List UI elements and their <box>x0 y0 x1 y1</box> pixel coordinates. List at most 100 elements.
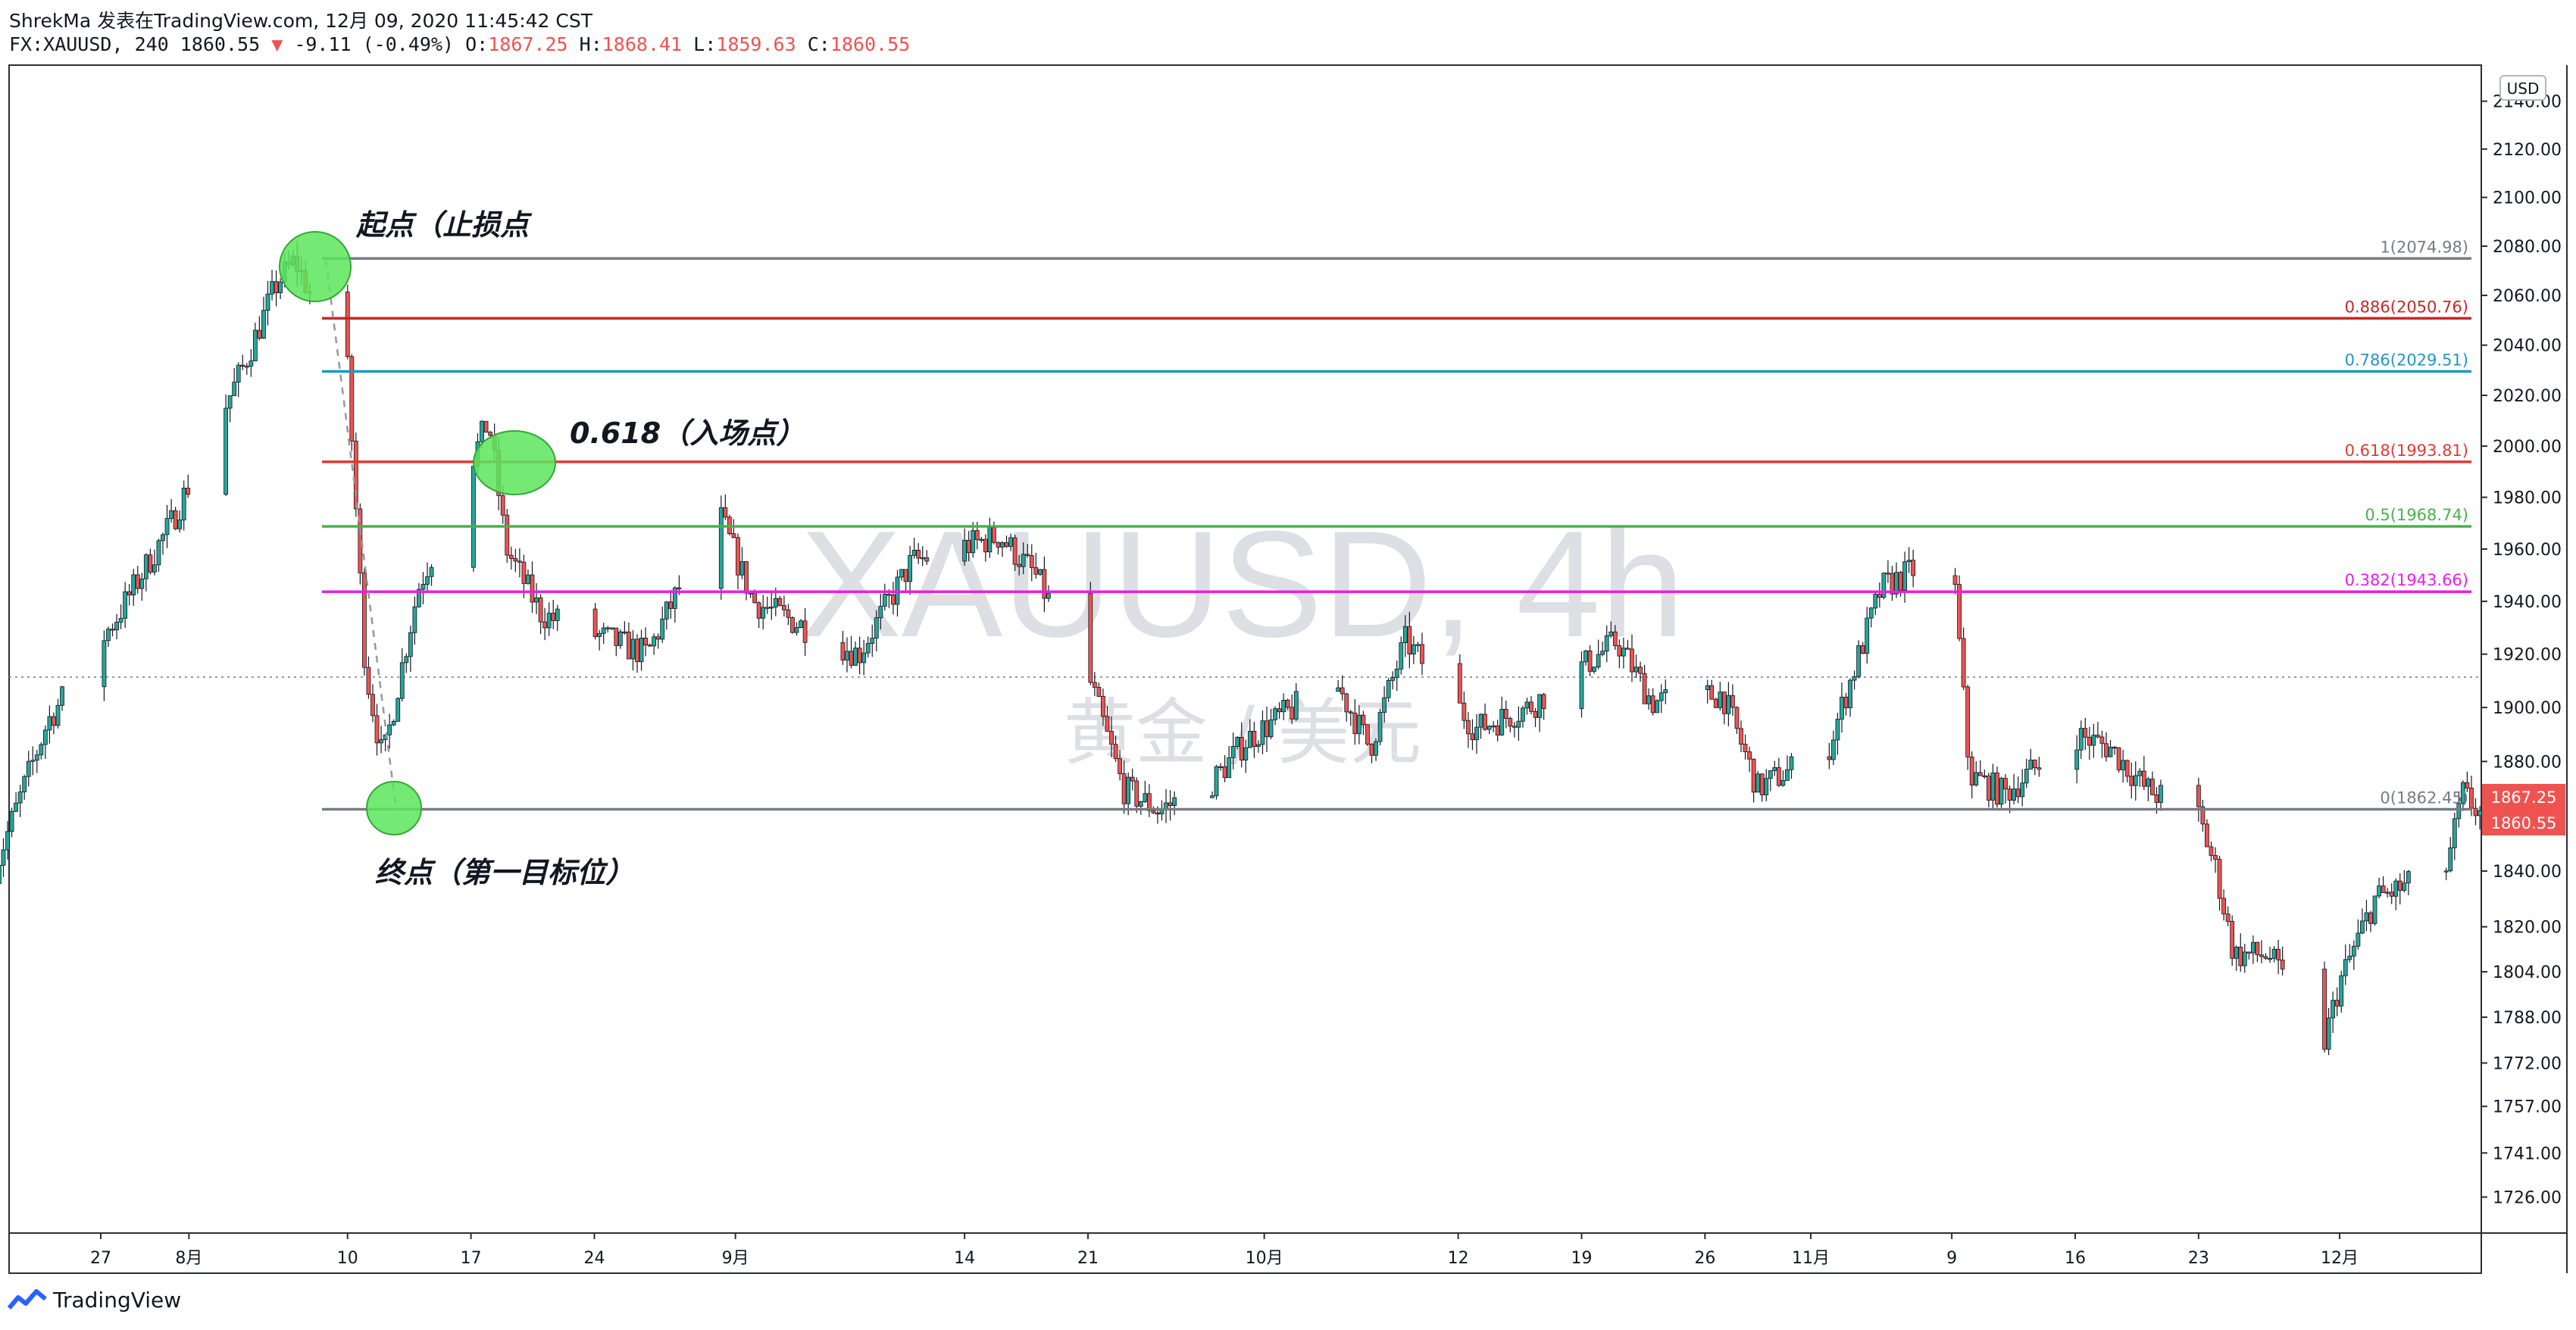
candle <box>2406 869 2411 895</box>
candle <box>1743 734 1748 760</box>
price-tick-label: 2060.00 <box>2493 287 2562 306</box>
candle <box>2024 758 2029 788</box>
annotation-text: 起点（止损点 <box>355 208 533 242</box>
candle <box>1638 661 1643 682</box>
candle <box>1121 760 1127 814</box>
candle <box>799 619 803 629</box>
candle <box>920 546 925 567</box>
candle <box>601 623 606 645</box>
candle <box>244 363 249 375</box>
candle <box>1587 645 1593 676</box>
candle <box>2112 746 2117 755</box>
candle <box>1365 724 1370 746</box>
candle <box>17 785 23 817</box>
candle <box>2003 773 2008 804</box>
candle <box>1382 686 1387 723</box>
candle <box>2159 779 2163 811</box>
author-line-text: ShrekMa 发表在TradingView.com, 12月 09, 2020… <box>9 10 592 32</box>
candle <box>148 548 153 575</box>
price-axis[interactable]: 2140.002120.002100.002080.002060.002040.… <box>2481 93 2562 1208</box>
price-tick-label: 1772.00 <box>2493 1054 2562 1073</box>
candle <box>911 537 917 559</box>
candle <box>1495 720 1500 741</box>
candle <box>865 636 871 658</box>
candle <box>731 519 736 539</box>
candle <box>1029 544 1034 582</box>
candle <box>2146 776 2151 801</box>
candle <box>1621 638 1626 669</box>
candle <box>60 685 64 711</box>
footer-brand[interactable]: TradingView <box>8 1288 181 1313</box>
candle <box>622 621 627 635</box>
candle <box>617 629 623 649</box>
candle <box>1827 743 1832 770</box>
candle <box>240 354 245 370</box>
price-tick-label: 1840.00 <box>2493 863 2562 882</box>
candle <box>123 582 128 629</box>
candle <box>2280 946 2285 976</box>
candle <box>2083 717 2088 751</box>
candle <box>1105 706 1110 732</box>
candle <box>1344 692 1349 722</box>
candle <box>777 595 783 607</box>
candle <box>164 504 170 548</box>
candle <box>2268 946 2272 963</box>
candle <box>1734 706 1740 735</box>
candle <box>1478 713 1483 739</box>
candle <box>30 746 36 776</box>
candle <box>761 595 766 629</box>
candle <box>1583 650 1588 666</box>
candle <box>152 549 157 576</box>
close-value: 1860.55 <box>830 33 911 55</box>
candle <box>2343 944 2348 985</box>
candle <box>551 599 556 629</box>
candle <box>1986 773 1991 807</box>
fibonacci-retracement[interactable]: 1(2074.98) 0.886(2050.76) 0.786(2029.51) 0.… <box>322 238 2471 811</box>
candle <box>1420 632 1424 676</box>
price-marker <box>2482 784 2565 810</box>
candle <box>2351 940 2356 970</box>
candle <box>1290 694 1295 725</box>
candle <box>627 622 631 660</box>
candle <box>1407 611 1412 669</box>
time-tick-label: 9月 <box>722 1249 749 1268</box>
candle <box>1663 679 1668 704</box>
candle <box>2246 951 2252 960</box>
time-axis[interactable]: 27 8月 10 17 24 9月 14 21 10月 12 19 26 11月 9 16 23 12月 <box>90 1233 2359 1268</box>
candle <box>1877 582 1882 608</box>
candle <box>764 596 770 614</box>
candle <box>236 362 241 398</box>
candle <box>1235 735 1240 750</box>
candle <box>362 568 367 676</box>
candle <box>878 593 883 630</box>
candle <box>794 622 799 636</box>
symbol-label[interactable]: FX:XAUUSD, 240 <box>9 33 169 55</box>
candle <box>1399 636 1404 675</box>
time-tick-label: 23 <box>2188 1249 2209 1268</box>
candle <box>1499 696 1505 736</box>
candle <box>2129 762 2134 799</box>
candle <box>1721 691 1727 725</box>
candle <box>2242 944 2247 973</box>
candle <box>110 623 115 637</box>
entry-point-circle <box>473 430 556 495</box>
candle <box>609 627 614 630</box>
candle <box>592 603 598 640</box>
currency-badge[interactable] <box>2499 75 2546 101</box>
candle <box>1293 682 1299 721</box>
candle <box>2099 730 2105 758</box>
candle <box>1524 698 1530 715</box>
candle <box>9 807 14 838</box>
target-point-circle <box>366 781 422 835</box>
candle <box>1004 535 1009 548</box>
candle <box>1134 777 1140 813</box>
price-tick-label: 1757.00 <box>2493 1098 2562 1117</box>
candle <box>1995 766 1999 808</box>
candle <box>1042 556 1047 613</box>
candle <box>2150 771 2155 796</box>
candle <box>1143 780 1148 804</box>
candle <box>1218 763 1223 771</box>
candle <box>1868 607 1874 628</box>
candle <box>39 741 44 760</box>
